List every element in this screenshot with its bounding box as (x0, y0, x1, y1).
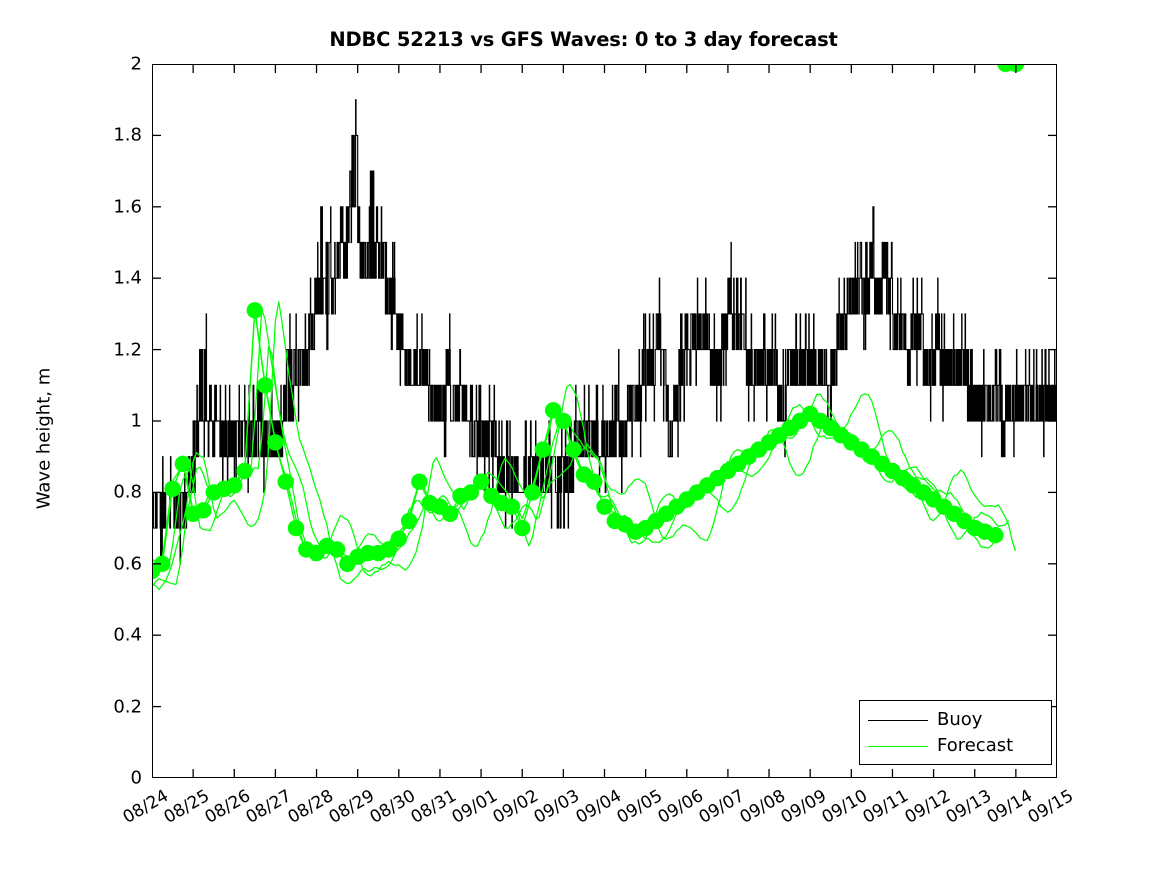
x-tick-label: 09/11 (860, 786, 913, 828)
forecast-ensemble-trace (152, 301, 1017, 591)
forecast-marker (400, 512, 418, 530)
y-tick-label: 0 (130, 767, 142, 789)
forecast-marker (195, 502, 212, 519)
chart-legend[interactable]: Buoy Forecast (859, 700, 1052, 765)
y-tick-label: 1.8 (113, 124, 142, 146)
axis-ticks-layer (152, 64, 1057, 778)
legend-label-buoy: Buoy (937, 709, 983, 730)
plot-area (152, 64, 1057, 778)
forecast-marker (267, 434, 284, 451)
x-axis-tick-labels: 08/24 08/25 08/26 08/27 08/28 08/29 08/30 08/31… (120, 786, 1077, 876)
forecast-marker (586, 473, 603, 490)
forecast-marker (411, 473, 428, 490)
y-tick-label: 1.6 (113, 196, 142, 218)
forecast-marker (987, 527, 1004, 544)
forecast-marker (277, 473, 294, 490)
y-tick-label: 2 (130, 53, 142, 75)
legend-item-forecast[interactable]: Forecast (868, 733, 1043, 759)
forecast-marker (164, 480, 181, 497)
x-tick-label: 09/03 (530, 786, 584, 828)
y-axis-tick-labels: 0 0.2 0.4 0.6 0.8 1 1.2 1.4 1.6 1.8 2 (0, 54, 142, 789)
forecast-marker (462, 484, 479, 501)
forecast-marker (390, 530, 407, 547)
y-tick-label: 0.8 (113, 481, 142, 503)
forecast-marker (524, 484, 541, 501)
forecast-marker (226, 477, 243, 494)
y-tick-label: 1 (130, 410, 142, 432)
legend-swatch-forecast (868, 745, 928, 747)
forecast-marker (246, 302, 263, 319)
legend-item-buoy[interactable]: Buoy (868, 707, 1043, 733)
forecast-marker (534, 441, 551, 458)
forecast-marker (596, 498, 613, 515)
forecast-marker (442, 505, 459, 522)
x-tick-label: 08/30 (366, 786, 419, 828)
forecast-marker (256, 377, 274, 394)
y-tick-label: 0.6 (113, 553, 142, 575)
y-tick-label: 1.2 (113, 339, 142, 361)
series-layer (152, 64, 1057, 591)
forecast-marker (565, 441, 582, 458)
x-tick-label: 09/05 (613, 786, 666, 828)
legend-label-forecast: Forecast (937, 735, 1014, 756)
chart-title: NDBC 52213 vs GFS Waves: 0 to 3 day fore… (329, 28, 838, 51)
forecast-marker (514, 519, 531, 537)
forecast-marker (287, 519, 305, 537)
x-tick-label: 09/12 (901, 786, 954, 828)
forecast-marker (544, 402, 562, 419)
x-tick-label: 08/29 (325, 786, 378, 828)
forecast-marker (236, 462, 253, 480)
x-tick-label: 08/28 (284, 786, 337, 828)
forecast-marker (472, 473, 490, 490)
x-tick-label: 09/14 (983, 786, 1036, 828)
forecast-marker (154, 555, 171, 572)
x-tick-label: 09/13 (942, 786, 995, 828)
forecast-marker (555, 412, 572, 430)
y-tick-label: 0.2 (113, 696, 142, 718)
forecast-marker (174, 455, 192, 472)
buoy-series-line (152, 99, 1057, 565)
x-tick-label: 08/27 (242, 786, 296, 828)
x-tick-label: 09/04 (572, 786, 625, 828)
x-tick-label: 09/06 (654, 786, 707, 828)
legend-swatch-buoy (868, 719, 928, 721)
x-tick-label: 09/07 (695, 786, 748, 828)
forecast-marker (380, 541, 397, 558)
x-tick-label: 09/15 (1024, 786, 1077, 828)
forecast-marker (328, 541, 346, 558)
y-tick-label: 0.4 (113, 624, 142, 646)
y-tick-label: 1.4 (113, 267, 142, 289)
forecast-marker (503, 498, 521, 515)
